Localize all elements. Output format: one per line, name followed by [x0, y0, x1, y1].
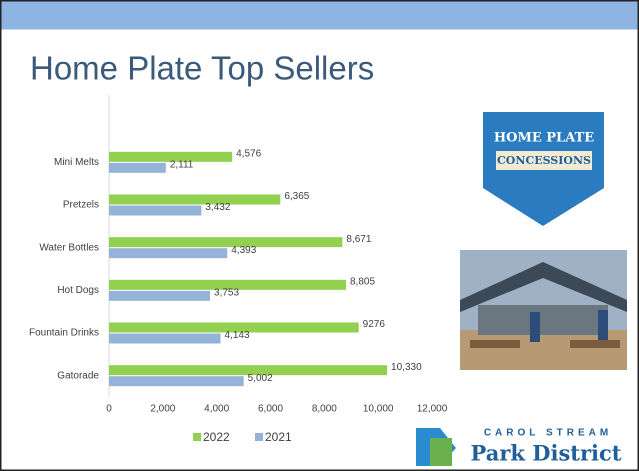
- y-tick-label: Hot Dogs: [57, 285, 99, 296]
- y-tick-label: Water Bottles: [39, 242, 99, 253]
- bar: [109, 279, 347, 290]
- concessions-logo: HOME PLATE CONCESSIONS: [483, 112, 604, 226]
- data-label: 4,576: [236, 148, 261, 159]
- data-label: 4,393: [231, 245, 256, 256]
- x-tick-label: 6,000: [258, 404, 283, 415]
- chart-title: Home Plate Top Sellers: [30, 50, 374, 87]
- bar: [109, 333, 221, 344]
- data-label: 2,111: [170, 159, 194, 170]
- logo-text: CONCESSIONS: [497, 154, 591, 167]
- legend-swatch: [255, 433, 263, 441]
- bar: [109, 205, 202, 216]
- legend-label: 2022: [203, 430, 230, 444]
- park-district-logo: CAROL STREAM Park District: [416, 428, 622, 466]
- data-label: 8,805: [350, 276, 375, 287]
- bar: [109, 248, 228, 259]
- x-tick-label: 8,000: [312, 404, 337, 415]
- y-tick-label: Gatorade: [57, 370, 99, 381]
- bar: [109, 162, 166, 173]
- y-tick-label: Mini Melts: [54, 157, 99, 168]
- data-label: 4,143: [225, 330, 250, 341]
- bar: [109, 237, 343, 248]
- x-tick-label: 4,000: [204, 404, 229, 415]
- legend-swatch: [193, 433, 201, 441]
- y-tick-label: Fountain Drinks: [29, 328, 99, 339]
- logo-text: Park District: [471, 441, 622, 466]
- top-band: [1, 1, 638, 30]
- bar: [109, 376, 244, 387]
- data-label: 3,753: [214, 287, 239, 298]
- legend-label: 2021: [265, 430, 292, 444]
- x-tick-label: 10,000: [363, 404, 394, 415]
- logo-text: HOME PLATE: [494, 131, 594, 146]
- logo-text: CAROL STREAM: [484, 428, 612, 439]
- data-label: 5,002: [248, 373, 273, 384]
- bar: [109, 365, 388, 376]
- data-label: 3,432: [205, 202, 230, 213]
- bar: [109, 194, 281, 205]
- data-label: 6,365: [284, 191, 309, 202]
- x-tick-label: 2,000: [150, 404, 175, 415]
- pavilion-photo: [460, 250, 627, 370]
- data-label: 9276: [363, 319, 386, 330]
- bar: [109, 151, 233, 162]
- x-tick-label: 0: [106, 404, 112, 415]
- bar: [109, 290, 211, 301]
- data-label: 10,330: [391, 362, 422, 373]
- data-label: 8,671: [346, 234, 371, 245]
- bar: [109, 322, 359, 333]
- x-tick-label: 12,000: [417, 404, 448, 415]
- y-tick-label: Pretzels: [63, 200, 99, 211]
